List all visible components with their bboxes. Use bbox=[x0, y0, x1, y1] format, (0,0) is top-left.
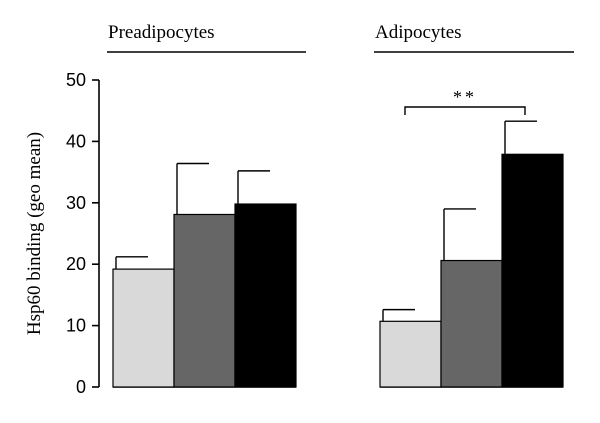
group-label: Preadipocytes bbox=[108, 22, 215, 43]
y-tick-label: 0 bbox=[76, 377, 86, 397]
bar bbox=[379, 320, 442, 388]
y-tick-label: 40 bbox=[66, 131, 86, 151]
y-tick-label: 50 bbox=[66, 70, 86, 90]
bar bbox=[501, 153, 564, 388]
significance-label: ** bbox=[453, 87, 477, 107]
bar bbox=[440, 259, 503, 388]
bar bbox=[173, 213, 236, 388]
group-label: Adipocytes bbox=[375, 22, 462, 43]
y-tick-label: 30 bbox=[66, 193, 86, 213]
y-tick-label: 10 bbox=[66, 316, 86, 336]
bar bbox=[234, 203, 297, 388]
bar bbox=[112, 268, 175, 388]
y-axis-label: Hsp60 binding (geo mean) bbox=[24, 132, 45, 335]
y-tick-label: 20 bbox=[66, 254, 86, 274]
significance-bracket bbox=[404, 106, 526, 115]
